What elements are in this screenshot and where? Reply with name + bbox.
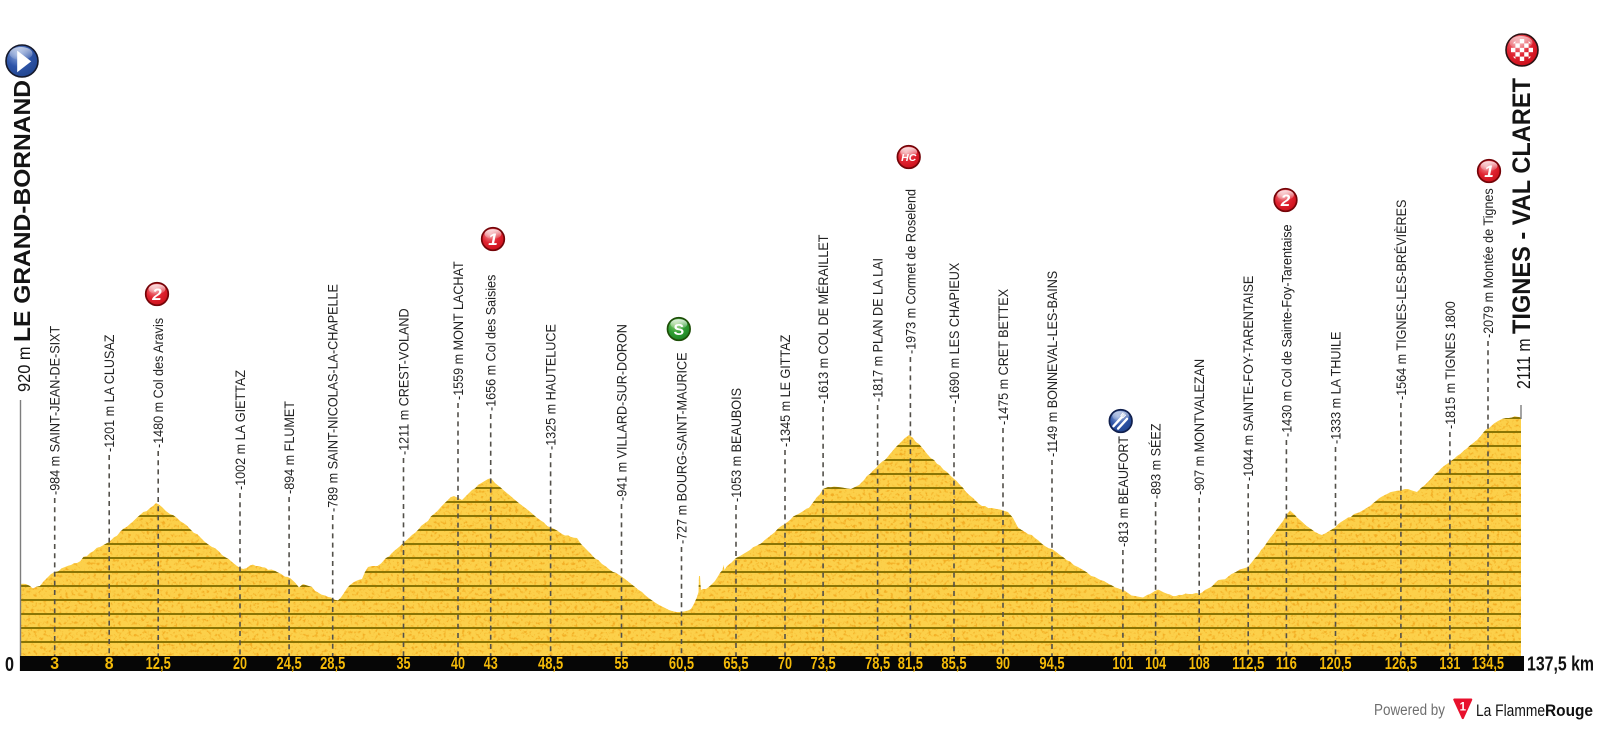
- svg-text:81,5: 81,5: [898, 653, 923, 673]
- svg-text:-1149 m BONNEVAL-LES-BAINS: -1149 m BONNEVAL-LES-BAINS: [1044, 271, 1060, 457]
- svg-text:-1201 m LA CLUSAZ: -1201 m LA CLUSAZ: [101, 335, 117, 452]
- svg-text:101: 101: [1112, 653, 1133, 673]
- svg-text:8: 8: [105, 653, 114, 673]
- svg-text:-1345 m LE GITTAZ: -1345 m LE GITTAZ: [777, 335, 793, 447]
- svg-text:-1564 m TIGNES-LES-BRÉVIÈRES: -1564 m TIGNES-LES-BRÉVIÈRES: [1393, 199, 1409, 400]
- svg-text:43: 43: [484, 653, 498, 673]
- svg-text:55: 55: [615, 653, 629, 673]
- svg-text:28,5: 28,5: [320, 653, 345, 673]
- svg-text:131: 131: [1439, 653, 1460, 673]
- svg-text:920 m LE GRAND-BORNAND: 920 m LE GRAND-BORNAND: [9, 80, 35, 392]
- svg-text:70: 70: [778, 653, 792, 673]
- svg-text:2111 m TIGNES - VAL CLARET: 2111 m TIGNES - VAL CLARET: [1508, 78, 1536, 389]
- svg-text:-1053 m BEAUBOIS: -1053 m BEAUBOIS: [728, 388, 744, 502]
- svg-text:-907 m MONTVALEZAN: -907 m MONTVALEZAN: [1191, 359, 1207, 495]
- svg-text:-1211 m CREST-VOLAND: -1211 m CREST-VOLAND: [396, 308, 412, 455]
- svg-text:-984 m SAINT-JEAN-DE-SIXT: -984 m SAINT-JEAN-DE-SIXT: [47, 326, 63, 495]
- svg-text:78,5: 78,5: [865, 653, 890, 673]
- svg-text:108: 108: [1189, 653, 1210, 673]
- svg-text:1: 1: [1460, 702, 1467, 714]
- svg-text:-941 m VILLARD-SUR-DORON: -941 m VILLARD-SUR-DORON: [614, 324, 630, 501]
- svg-text:S: S: [673, 322, 684, 339]
- svg-text:Powered by: Powered by: [1374, 702, 1445, 719]
- svg-text:0: 0: [5, 654, 14, 676]
- svg-text:-1002 m LA GIETTAZ: -1002 m LA GIETTAZ: [232, 370, 248, 490]
- svg-text:90: 90: [996, 653, 1010, 673]
- svg-text:HC: HC: [901, 152, 917, 164]
- svg-text:2: 2: [151, 285, 162, 304]
- svg-text:85,5: 85,5: [941, 653, 966, 673]
- svg-text:-1690 m LES CHAPIEUX: -1690 m LES CHAPIEUX: [946, 263, 962, 404]
- svg-text:3: 3: [50, 653, 59, 673]
- svg-text:1: 1: [1484, 162, 1493, 181]
- svg-text:12,5: 12,5: [146, 653, 171, 673]
- svg-text:126,5: 126,5: [1385, 653, 1417, 673]
- svg-text:2: 2: [1280, 191, 1291, 210]
- svg-text:-813 m BEAUFORT: -813 m BEAUFORT: [1115, 436, 1131, 547]
- svg-text:-893 m SÉEZ: -893 m SÉEZ: [1148, 423, 1164, 499]
- svg-text:-1475 m CRET BETTEX: -1475 m CRET BETTEX: [995, 289, 1011, 425]
- svg-text:48,5: 48,5: [538, 653, 563, 673]
- svg-text:94,5: 94,5: [1039, 653, 1064, 673]
- svg-text:-1817 m PLAN DE LA LAI: -1817 m PLAN DE LA LAI: [870, 258, 886, 402]
- svg-text:-727 m BOURG-SAINT-MAURICE: -727 m BOURG-SAINT-MAURICE: [674, 352, 690, 544]
- svg-text:La FlammeRouge: La FlammeRouge: [1476, 701, 1593, 720]
- svg-text:40: 40: [451, 653, 465, 673]
- svg-text:104: 104: [1145, 653, 1166, 673]
- svg-text:120,5: 120,5: [1319, 653, 1351, 673]
- svg-text:137,5 km: 137,5 km: [1527, 654, 1594, 676]
- svg-text:65,5: 65,5: [723, 653, 748, 673]
- svg-text:-1430 m Col de Sainte-Foy-Tare: -1430 m Col de Sainte-Foy-Tarentaise: [1279, 224, 1295, 437]
- svg-text:134,5: 134,5: [1472, 653, 1504, 673]
- svg-text:24,5: 24,5: [277, 653, 302, 673]
- svg-text:-1325 m HAUTELUCE: -1325 m HAUTELUCE: [543, 324, 559, 450]
- svg-text:35: 35: [397, 653, 411, 673]
- svg-text:-894 m FLUMET: -894 m FLUMET: [281, 401, 297, 494]
- svg-text:-1613 m COL DE MÉRAILLET: -1613 m COL DE MÉRAILLET: [815, 235, 831, 404]
- svg-text:60,5: 60,5: [669, 653, 694, 673]
- svg-text:116: 116: [1276, 653, 1297, 673]
- svg-text:-1559 m MONT LACHAT: -1559 m MONT LACHAT: [450, 261, 466, 400]
- svg-text:-1815 m TIGNES 1800: -1815 m TIGNES 1800: [1442, 301, 1458, 429]
- svg-text:1: 1: [488, 230, 497, 249]
- svg-text:-789 m SAINT-NICOLAS-LA-CHAPEL: -789 m SAINT-NICOLAS-LA-CHAPELLE: [325, 284, 341, 512]
- svg-text:-1480 m Col des Aravis: -1480 m Col des Aravis: [150, 318, 166, 448]
- svg-text:73,5: 73,5: [811, 653, 836, 673]
- svg-text:-1656 m Col des Saisies: -1656 m Col des Saisies: [483, 274, 499, 411]
- svg-text:-1333 m LA THUILE: -1333 m LA THUILE: [1328, 332, 1344, 444]
- svg-text:112,5: 112,5: [1232, 653, 1264, 673]
- svg-text:-2079 m Montée de Tignes: -2079 m Montée de Tignes: [1480, 188, 1496, 338]
- svg-text:-1044 m SAINTE-FOY-TARENTAISE: -1044 m SAINTE-FOY-TARENTAISE: [1240, 276, 1256, 481]
- svg-text:-1973 m Cormet de Roselend: -1973 m Cormet de Roselend: [903, 189, 919, 354]
- svg-text:20: 20: [233, 653, 247, 673]
